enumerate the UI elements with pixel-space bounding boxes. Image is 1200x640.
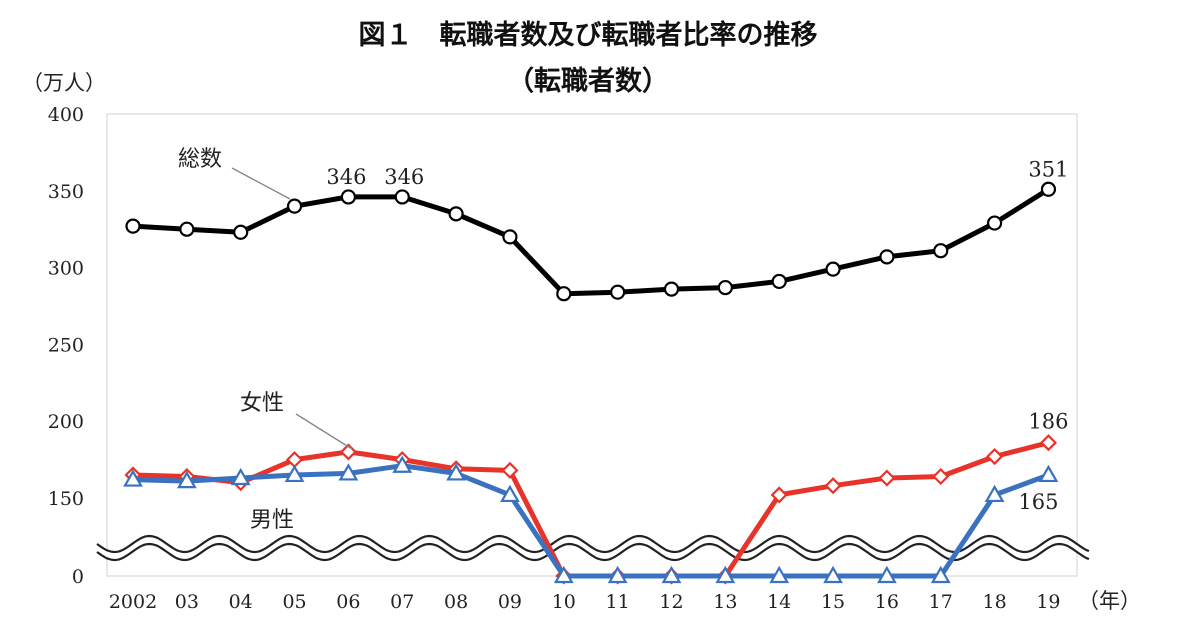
point-total	[717, 279, 733, 296]
point-total	[986, 215, 1003, 231]
point-total	[286, 198, 303, 214]
point-female	[1039, 434, 1058, 452]
point-male	[230, 467, 251, 486]
y-tick-label: 200	[48, 411, 84, 433]
leader-line-female	[295, 413, 353, 450]
point-male	[607, 565, 628, 584]
series-name-total: 総数	[178, 147, 222, 172]
point-male	[338, 463, 359, 481]
point-total	[933, 243, 949, 259]
x-tick-label: 11	[606, 591, 630, 613]
x-tick-label: 07	[390, 591, 414, 613]
x-tick-label: 16	[875, 591, 899, 613]
x-tick-label: 12	[659, 591, 683, 613]
series-name-male: 男性	[250, 508, 294, 533]
point-female	[501, 461, 519, 479]
point-female	[770, 486, 788, 504]
point-male	[392, 455, 413, 473]
axis-break-line-upper	[96, 534, 1090, 554]
y-axis-unit: （万人）	[22, 71, 106, 95]
point-total	[610, 284, 626, 300]
point-male	[661, 565, 682, 584]
point-female	[878, 469, 896, 487]
data-label-total: 346	[384, 165, 424, 189]
x-tick-label: 17	[929, 591, 953, 613]
y-tick-label: 350	[48, 181, 84, 203]
axis-break-line-lower	[96, 542, 1090, 562]
point-male	[877, 565, 897, 584]
point-male	[500, 484, 520, 503]
point-total	[179, 221, 195, 237]
point-male	[769, 565, 790, 584]
x-tick-label: 05	[282, 591, 306, 613]
axis-break	[96, 534, 1090, 562]
data-label-total: 351	[1028, 157, 1068, 181]
point-male	[446, 463, 466, 481]
chart-subtitle: （転職者数）	[507, 66, 669, 97]
point-female	[824, 477, 842, 495]
point-total	[448, 206, 464, 222]
data-label-male: 165	[1018, 490, 1058, 514]
y-tick-label: 150	[48, 488, 84, 510]
point-total	[825, 261, 841, 277]
point-female	[932, 467, 950, 486]
x-tick-label: 13	[713, 591, 737, 613]
data-label-female: 186	[1028, 410, 1068, 434]
y-tick-label: 0	[72, 566, 84, 588]
point-total	[394, 189, 410, 205]
x-tick-label: 18	[983, 591, 1007, 613]
plot-area	[106, 113, 1078, 577]
point-total	[771, 273, 787, 290]
point-total	[340, 189, 356, 205]
point-total	[1040, 181, 1057, 197]
point-male	[823, 565, 843, 584]
x-tick-label: 10	[552, 591, 576, 613]
point-total	[556, 286, 572, 302]
x-axis: 2002 03 04 05 06 07 08 09 10 11 12 13 14 15 16 17 18 19	[109, 591, 1061, 613]
point-male	[284, 464, 305, 483]
leader-line-total	[231, 167, 291, 200]
point-male	[715, 565, 736, 584]
x-tick-label: 15	[821, 591, 845, 613]
point-total	[663, 281, 680, 297]
x-tick-label: 08	[444, 591, 468, 613]
y-tick-label: 300	[48, 258, 84, 280]
x-tick-label: 03	[175, 591, 199, 613]
point-female	[986, 447, 1004, 466]
x-tick-label: 2002	[109, 591, 157, 613]
x-axis-unit: （年）	[1078, 589, 1141, 613]
chart-title: 図１ 転職者数及び転職者比率の推移	[359, 19, 818, 51]
data-label-total: 346	[326, 165, 366, 189]
y-tick-label: 400	[48, 104, 84, 126]
series-line-total	[130, 186, 1051, 297]
point-male	[176, 470, 197, 489]
point-male	[930, 565, 951, 584]
y-tick-label: 250	[48, 334, 84, 356]
x-tick-label: 19	[1036, 591, 1060, 613]
point-total	[125, 218, 141, 234]
series-layer	[123, 181, 1059, 585]
x-tick-label: 09	[498, 591, 522, 613]
point-male	[1038, 464, 1059, 483]
point-male	[123, 469, 143, 487]
point-total	[233, 224, 249, 240]
x-tick-label: 14	[767, 591, 791, 613]
x-tick-label: 06	[336, 591, 360, 613]
point-total	[502, 229, 518, 245]
point-male	[553, 565, 574, 584]
point-total	[879, 249, 895, 265]
x-tick-label: 04	[229, 591, 253, 613]
series-name-female: 女性	[240, 391, 284, 416]
series-line-male	[130, 463, 1051, 579]
y-axis: 0 150 200 250 300 350 400	[48, 104, 84, 588]
point-male	[984, 484, 1005, 503]
